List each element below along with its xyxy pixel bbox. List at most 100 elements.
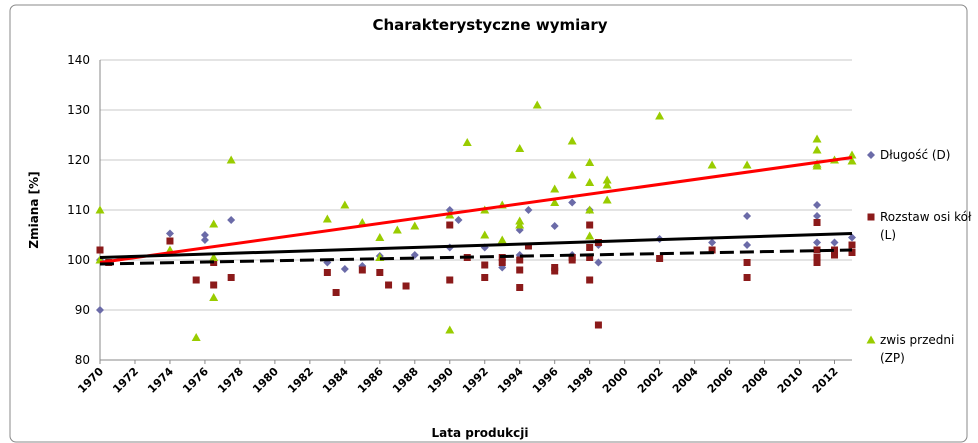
point xyxy=(323,269,331,276)
point xyxy=(357,218,367,226)
legend-marker xyxy=(867,213,875,221)
point xyxy=(96,306,104,314)
point xyxy=(813,254,821,261)
point xyxy=(322,214,332,223)
point xyxy=(550,222,559,230)
point xyxy=(708,238,717,247)
y-tick-label: 110 xyxy=(67,203,90,217)
point xyxy=(813,259,821,266)
point xyxy=(480,230,490,239)
point xyxy=(340,265,349,273)
point xyxy=(446,276,454,284)
trendline xyxy=(99,232,853,259)
point xyxy=(516,284,524,291)
point xyxy=(585,205,595,214)
point xyxy=(568,254,576,261)
point xyxy=(95,205,105,214)
point xyxy=(602,180,612,189)
point xyxy=(602,175,612,184)
point xyxy=(209,293,219,301)
point xyxy=(567,136,577,145)
point xyxy=(516,256,524,264)
point xyxy=(551,264,559,271)
point xyxy=(586,276,594,284)
point xyxy=(332,289,340,296)
point xyxy=(227,216,236,224)
point xyxy=(567,170,577,179)
legend-label: zwis przedni (ZP) xyxy=(880,333,955,365)
point xyxy=(812,134,822,143)
point xyxy=(226,155,236,164)
point xyxy=(585,158,595,166)
chart-title: Charakterystyczne wymiary xyxy=(372,16,607,34)
legend-marker xyxy=(866,335,876,344)
point xyxy=(227,274,235,281)
point xyxy=(848,249,856,256)
point xyxy=(192,276,200,284)
point xyxy=(594,258,603,267)
y-tick-label: 100 xyxy=(67,253,90,267)
y-tick-label: 130 xyxy=(67,103,90,117)
point xyxy=(743,241,752,249)
y-tick-label: 90 xyxy=(75,303,90,317)
point xyxy=(847,156,857,165)
point xyxy=(812,145,822,154)
point xyxy=(340,200,350,209)
point xyxy=(586,254,594,261)
legend-label: Rozstaw osi kół (L) xyxy=(880,210,972,242)
point xyxy=(585,178,595,186)
point xyxy=(708,246,716,254)
point xyxy=(191,333,201,341)
point xyxy=(376,269,384,276)
point xyxy=(742,160,752,169)
point xyxy=(848,233,856,242)
point xyxy=(446,221,454,229)
point xyxy=(813,201,822,209)
legend-label: Długość (D) xyxy=(880,148,951,162)
point xyxy=(586,221,594,229)
point xyxy=(585,231,595,240)
point xyxy=(655,111,665,120)
point xyxy=(410,221,420,230)
point xyxy=(831,251,839,259)
point xyxy=(813,238,822,247)
point xyxy=(656,255,664,262)
y-tick-label: 140 xyxy=(67,53,90,67)
point xyxy=(209,253,219,261)
point xyxy=(165,229,174,238)
point xyxy=(375,233,385,241)
y-tick-label: 120 xyxy=(67,153,90,167)
trendline xyxy=(99,248,853,266)
point xyxy=(568,198,577,207)
y-tick-label: 80 xyxy=(75,353,90,367)
point xyxy=(550,198,560,206)
point xyxy=(358,266,366,274)
point xyxy=(498,259,506,266)
chart-border xyxy=(9,4,968,443)
point xyxy=(707,160,717,169)
point xyxy=(481,274,489,281)
point xyxy=(497,235,507,244)
point xyxy=(532,100,542,109)
point xyxy=(200,236,209,244)
point xyxy=(550,184,560,193)
point xyxy=(831,246,839,254)
point xyxy=(200,231,209,239)
point xyxy=(586,244,594,251)
point xyxy=(481,261,489,269)
point xyxy=(812,161,822,170)
point xyxy=(402,282,410,290)
point xyxy=(813,219,821,226)
point xyxy=(813,212,822,220)
point xyxy=(813,246,821,254)
point xyxy=(594,321,602,329)
point xyxy=(96,246,104,254)
point xyxy=(515,144,525,152)
point xyxy=(392,225,402,234)
point xyxy=(830,238,839,247)
point xyxy=(602,195,612,204)
legend-marker xyxy=(867,151,875,159)
point xyxy=(743,274,751,281)
x-axis-label: Lata produkcji xyxy=(432,426,529,440)
